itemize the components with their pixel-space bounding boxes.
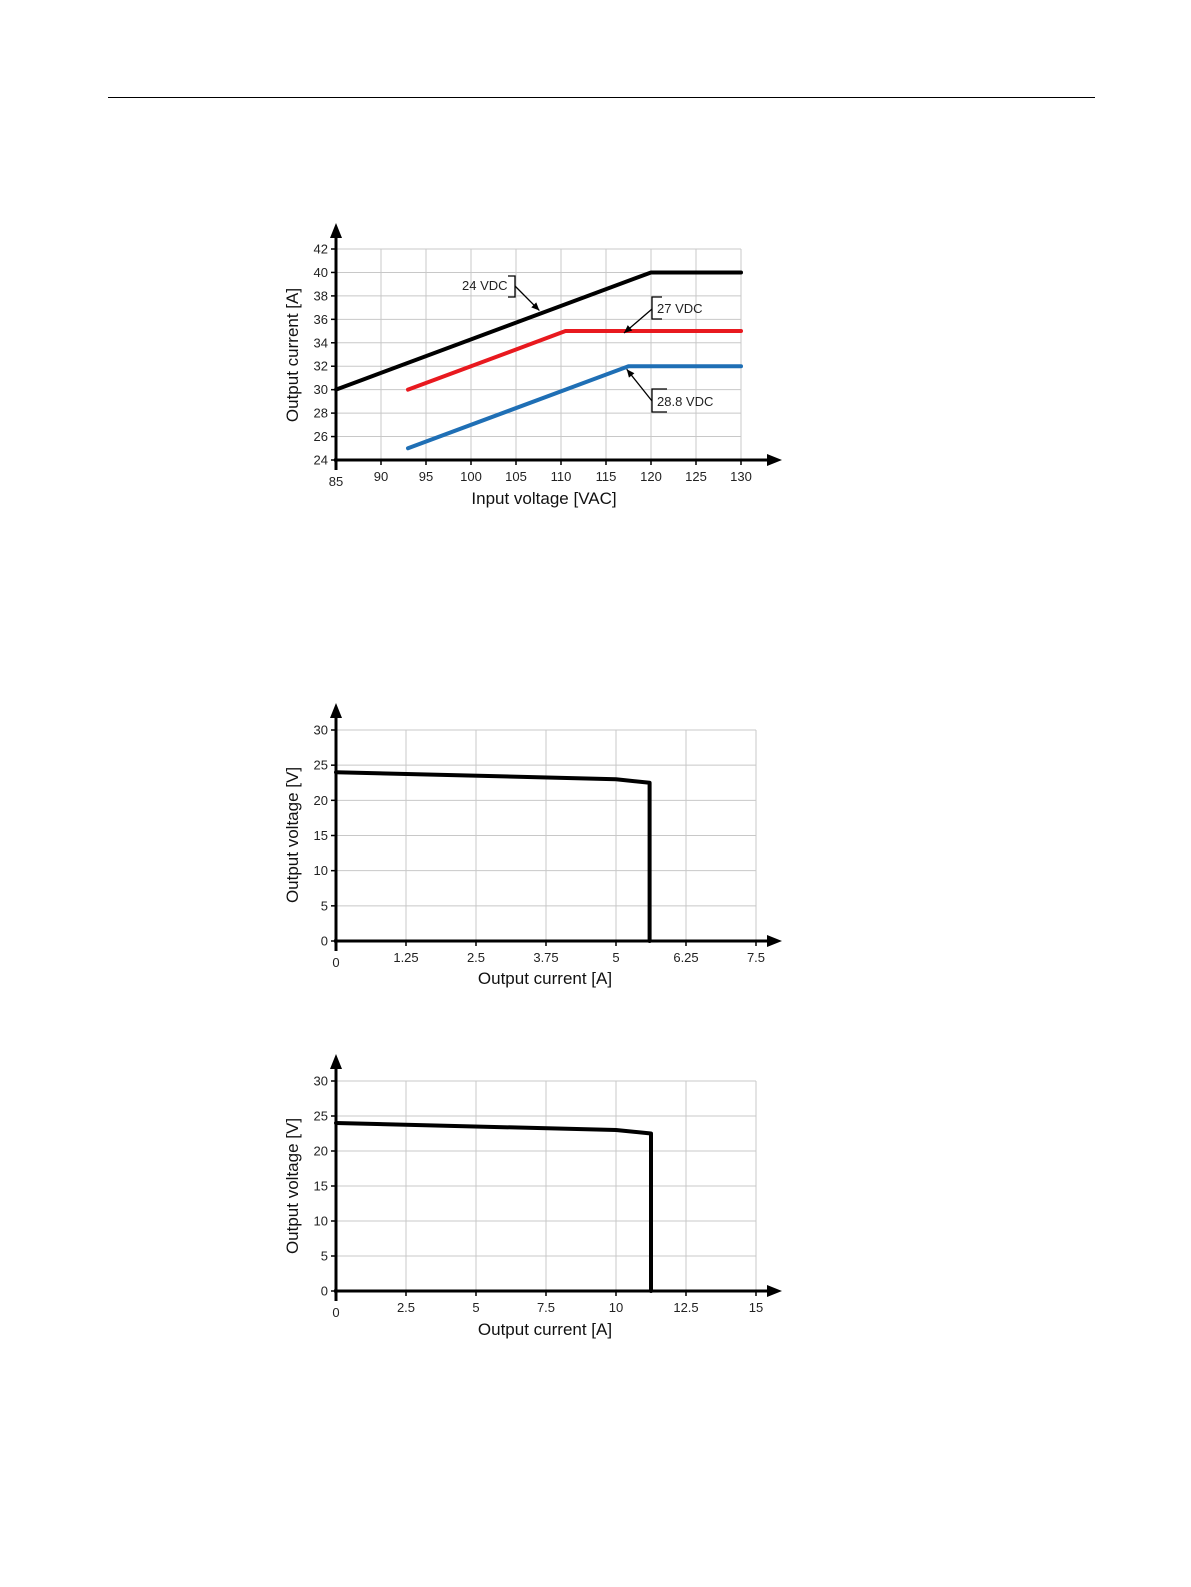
chart-1-annotation-288vdc-arrowhead (626, 369, 635, 378)
chart-2-x-tick-label-6: 7.5 (747, 950, 765, 965)
chart-3-x-tick-label-1: 2.5 (397, 1300, 415, 1315)
chart-1-y-tick-label-1: 26 (314, 429, 328, 444)
chart-3-x-tick-label-5: 12.5 (673, 1300, 698, 1315)
chart-2-x-tick-label-2: 2.5 (467, 950, 485, 965)
chart-1-x-tick-label-0: 85 (329, 474, 343, 489)
chart-3-series (334, 1121, 653, 1293)
chart-1-x-tick-label-8: 125 (685, 469, 707, 484)
chart-1-x-tick-label-7: 120 (640, 469, 662, 484)
chart-1-annotation-27vdc-bracket (651, 296, 662, 320)
chart-3-x-tick-label-0: 0 (332, 1305, 339, 1320)
chart-1-y-tick-label-6: 36 (314, 312, 328, 327)
chart-1-annotations: 24 VDC 27 VDC 28.8 VDC (462, 275, 713, 413)
chart-3-axes (330, 1054, 782, 1301)
chart-1-annotation-24vdc-label: 24 VDC (462, 278, 508, 293)
chart-1-series-line-0 (334, 270, 743, 392)
chart-3-y-axis-arrow (330, 1054, 342, 1069)
chart-1-annotation-27vdc-label: 27 VDC (657, 301, 703, 316)
chart-3-y-tick-label-5: 25 (314, 1109, 328, 1124)
chart-3-y-ticks: 0 5 10 15 20 25 30 (314, 1074, 336, 1299)
chart-2-y-tick-label-2: 10 (314, 863, 328, 878)
chart-1-x-tick-label-3: 100 (460, 469, 482, 484)
chart-2-x-tick-label-3: 3.75 (533, 950, 558, 965)
chart-2-x-tick-label-5: 6.25 (673, 950, 698, 965)
chart-3-x-tick-label-6: 15 (749, 1300, 763, 1315)
chart-2-series-line-0 (334, 770, 652, 943)
chart-1-series-line-1 (406, 329, 743, 392)
chart-3-x-axis-title: Output current [A] (478, 1320, 612, 1339)
chart-3-x-tick-label-4: 10 (609, 1300, 623, 1315)
chart-2-axes (330, 703, 782, 951)
chart-voltage-vs-current-large: 0 5 10 15 20 25 30 0 2.5 5 7.5 10 12.5 15 Output cur… (270, 1046, 810, 1346)
chart-1-annotation-27vdc-arrowhead (624, 325, 633, 334)
chart-1-y-tick-label-7: 38 (314, 288, 328, 303)
chart-2-x-ticks: 0 1.25 2.5 3.75 5 6.25 7.5 (332, 941, 765, 970)
chart-2-x-tick-label-4: 5 (612, 950, 619, 965)
chart-1-x-tick-label-5: 110 (551, 469, 572, 484)
chart-1-y-tick-label-4: 32 (314, 359, 328, 374)
chart-1-grid (335, 248, 742, 461)
chart-3-y-tick-label-2: 10 (314, 1214, 328, 1229)
chart-2-svg: 0 5 10 15 20 25 30 0 1.25 2.5 3.75 5 6.25 7.5 Output… (283, 703, 782, 988)
chart-3-y-tick-label-1: 5 (321, 1249, 328, 1264)
chart-1-y-axis-arrow (330, 223, 342, 238)
chart-1-y-tick-label-0: 24 (314, 453, 328, 468)
chart-1-x-tick-label-6: 115 (596, 469, 617, 484)
chart-3-svg: 0 5 10 15 20 25 30 0 2.5 5 7.5 10 12.5 15 Output cur… (283, 1054, 782, 1339)
chart-1-y-tick-label-2: 28 (314, 406, 328, 421)
chart-1-x-tick-label-2: 95 (419, 469, 433, 484)
chart-2-x-axis-title: Output current [A] (478, 969, 612, 988)
chart-2-x-axis-arrow (767, 935, 782, 947)
header-rule (108, 97, 1095, 98)
chart-2-series (334, 770, 652, 943)
chart-2-y-ticks: 0 5 10 15 20 25 30 (314, 723, 336, 949)
chart-2-y-tick-label-5: 25 (314, 758, 328, 773)
chart-1-y-tick-label-3: 30 (314, 382, 328, 397)
chart-2-y-tick-label-4: 20 (314, 793, 328, 808)
chart-1-axes (330, 223, 782, 470)
chart-3-y-tick-label-0: 0 (321, 1284, 328, 1299)
chart-1-x-tick-label-4: 105 (505, 469, 527, 484)
chart-1-x-ticks: 85 90 95 100 105 110 115 120 125 130 (329, 460, 752, 489)
chart-2-y-tick-label-0: 0 (321, 934, 328, 949)
chart-3-y-axis-title: Output voltage [V] (283, 1118, 302, 1254)
chart-3-x-tick-label-2: 5 (472, 1300, 479, 1315)
chart-3-x-ticks: 0 2.5 5 7.5 10 12.5 15 (332, 1291, 763, 1320)
chart-1-annotation-288vdc-label: 28.8 VDC (657, 394, 713, 409)
chart-1-y-tick-label-8: 40 (314, 265, 328, 280)
chart-1-x-tick-label-9: 130 (730, 469, 752, 484)
chart-3-x-axis-arrow (767, 1285, 782, 1297)
chart-2-x-tick-label-0: 0 (332, 955, 339, 970)
chart-1-y-ticks: 24 26 28 30 32 34 36 38 40 42 (314, 242, 336, 468)
chart-3-series-line-0 (334, 1121, 653, 1293)
chart-1-y-tick-label-5: 34 (314, 335, 328, 350)
chart-2-y-tick-label-1: 5 (321, 898, 328, 913)
chart-1-x-tick-label-1: 90 (374, 469, 388, 484)
chart-3-grid (335, 1080, 757, 1292)
chart-2-x-tick-label-1: 1.25 (393, 950, 418, 965)
chart-2-y-tick-label-6: 30 (314, 723, 328, 738)
chart-1-annotation-24vdc-bracket (508, 275, 516, 298)
chart-1-y-axis-title: Output current [A] (283, 288, 302, 422)
chart-2-y-axis-arrow (330, 703, 342, 718)
chart-current-vs-input-voltage: 24 26 28 30 32 34 36 38 40 42 85 90 95 100 105 110 115 1… (270, 215, 810, 515)
chart-1-series (334, 270, 743, 451)
chart-1-annotation-24vdc-arrowhead (531, 302, 540, 311)
chart-2-y-axis-title: Output voltage [V] (283, 767, 302, 903)
chart-3-y-tick-label-6: 30 (314, 1074, 328, 1089)
chart-3-y-tick-label-3: 15 (314, 1179, 328, 1194)
chart-1-x-axis-arrow (767, 454, 782, 466)
chart-1-x-axis-title: Input voltage [VAC] (471, 489, 616, 508)
chart-1-svg: 24 26 28 30 32 34 36 38 40 42 85 90 95 100 105 110 115 1… (283, 223, 782, 508)
chart-2-y-tick-label-3: 15 (314, 828, 328, 843)
chart-1-y-tick-label-9: 42 (314, 242, 328, 257)
chart-2-grid (335, 729, 757, 942)
chart-3-y-tick-label-4: 20 (314, 1144, 328, 1159)
chart-1-series-line-2 (406, 364, 743, 451)
chart-3-x-tick-label-3: 7.5 (537, 1300, 555, 1315)
chart-voltage-vs-current-small: 0 5 10 15 20 25 30 0 1.25 2.5 3.75 5 6.25 7.5 Output… (270, 695, 810, 995)
